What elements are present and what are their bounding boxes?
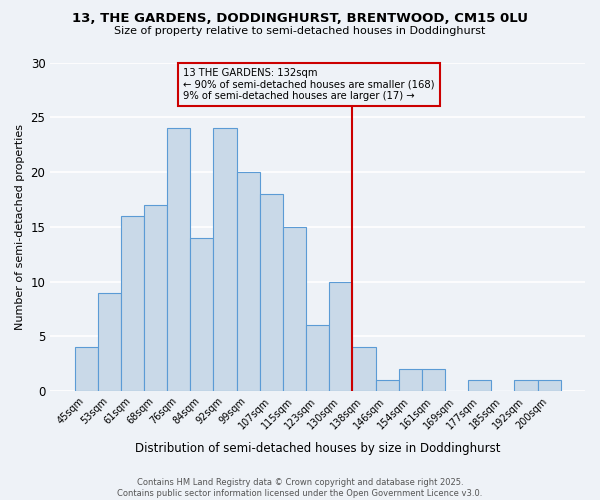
Bar (214, 128, 236, 391)
Bar (144, 205, 167, 391)
Bar (306, 326, 329, 391)
Bar (283, 227, 306, 391)
Text: 13, THE GARDENS, DODDINGHURST, BRENTWOOD, CM15 0LU: 13, THE GARDENS, DODDINGHURST, BRENTWOOD… (72, 12, 528, 26)
Bar (514, 380, 538, 391)
Bar (352, 348, 376, 391)
Text: 13 THE GARDENS: 132sqm
← 90% of semi-detached houses are smaller (168)
9% of sem: 13 THE GARDENS: 132sqm ← 90% of semi-det… (184, 68, 435, 101)
Bar (98, 292, 121, 391)
Bar (121, 216, 144, 391)
Bar (260, 194, 283, 391)
Bar (398, 369, 422, 391)
Bar (376, 380, 398, 391)
Y-axis label: Number of semi-detached properties: Number of semi-detached properties (15, 124, 25, 330)
Bar (422, 369, 445, 391)
Bar (190, 238, 214, 391)
Bar (74, 348, 98, 391)
Text: Contains HM Land Registry data © Crown copyright and database right 2025.
Contai: Contains HM Land Registry data © Crown c… (118, 478, 482, 498)
Bar (538, 380, 560, 391)
X-axis label: Distribution of semi-detached houses by size in Doddinghurst: Distribution of semi-detached houses by … (135, 442, 500, 455)
Bar (468, 380, 491, 391)
Bar (329, 282, 352, 391)
Bar (167, 128, 190, 391)
Text: Size of property relative to semi-detached houses in Doddinghurst: Size of property relative to semi-detach… (115, 26, 485, 36)
Bar (236, 172, 260, 391)
